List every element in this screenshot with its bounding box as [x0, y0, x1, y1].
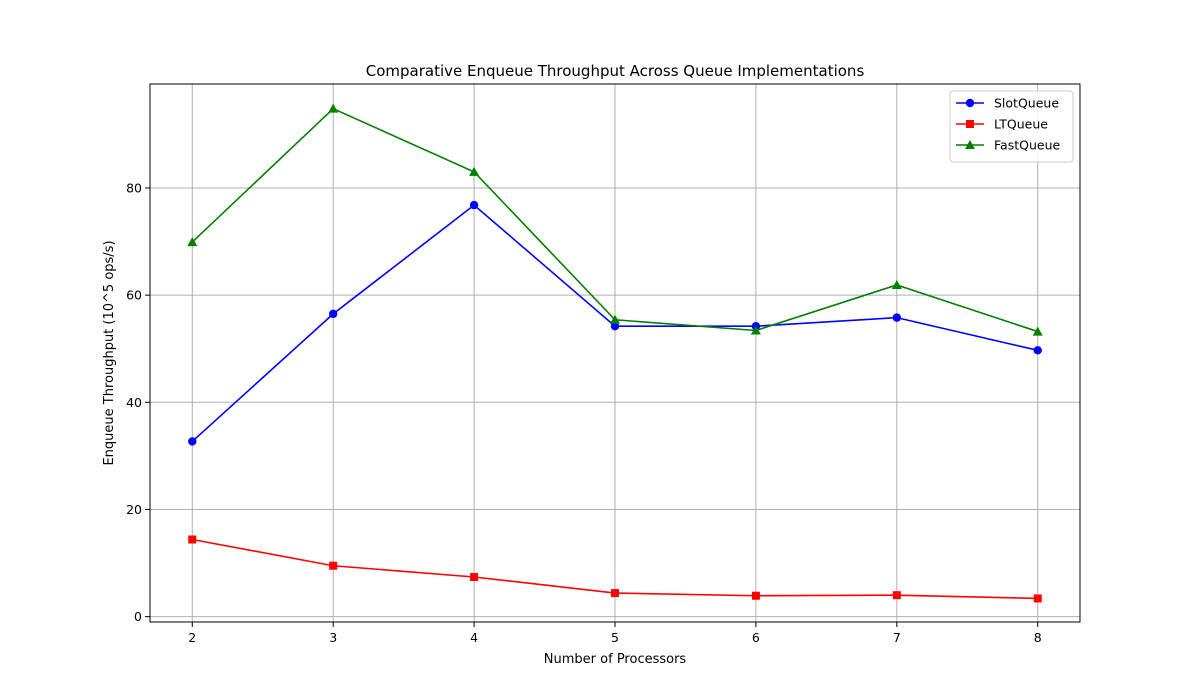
x-axis-label: Number of Processors: [544, 652, 687, 667]
data-point-ltqueue: [329, 561, 338, 570]
data-point-slotqueue: [469, 200, 479, 210]
data-point-slotqueue: [1033, 346, 1042, 355]
data-point-ltqueue: [751, 591, 760, 600]
x-tick-label: 2: [188, 630, 196, 645]
series-ltqueue: [188, 535, 1042, 603]
y-tick-label: 80: [126, 180, 142, 195]
data-point-ltqueue: [892, 591, 901, 600]
legend-label-slotqueue: SlotQueue: [994, 96, 1059, 111]
data-point-fastqueue: [1032, 326, 1043, 336]
data-point-ltqueue: [470, 572, 479, 581]
x-tick-label: 3: [329, 630, 337, 645]
y-tick-label: 60: [126, 288, 142, 303]
data-point-fastqueue: [328, 103, 339, 113]
data-point-ltqueue: [1033, 594, 1042, 603]
x-tick-label: 7: [893, 630, 901, 645]
legend: SlotQueue LTQueue FastQueue: [949, 90, 1074, 163]
data-point-ltqueue: [188, 535, 197, 544]
x-tick-label: 8: [1034, 630, 1042, 645]
legend-marker-slotqueue: [965, 98, 975, 108]
y-axis-label: Enqueue Throughput (10^5 ops/s): [102, 240, 117, 465]
legend-marker-ltqueue: [966, 120, 974, 128]
data-point-fastqueue: [610, 314, 620, 324]
data-point-fastqueue: [750, 325, 761, 335]
legend-label-fastqueue: FastQueue: [994, 138, 1060, 153]
y-tick-label: 20: [126, 502, 142, 517]
data-point-slotqueue: [188, 437, 197, 446]
x-tick-label: 4: [470, 630, 478, 645]
data-point-ltqueue: [611, 589, 619, 598]
legend-label-ltqueue: LTQueue: [994, 117, 1048, 132]
data-point-fastqueue: [469, 166, 480, 176]
data-point-slotqueue: [328, 309, 338, 319]
x-tick-label: 5: [611, 630, 619, 645]
data-point-slotqueue: [610, 322, 620, 331]
y-tick-label: 0: [134, 609, 142, 624]
y-tick-label: 40: [126, 395, 142, 410]
legend-marker-fastqueue: [965, 140, 975, 149]
series-slotqueue: [188, 200, 1042, 446]
series-fastqueue: [187, 103, 1043, 336]
data-point-slotqueue: [892, 313, 902, 322]
series-layer: [187, 103, 1043, 603]
x-tick-label: 6: [752, 630, 760, 645]
data-point-fastqueue: [891, 279, 902, 289]
chart-title: Comparative Enqueue Throughput Across Qu…: [366, 62, 865, 80]
data-point-fastqueue: [187, 237, 198, 247]
